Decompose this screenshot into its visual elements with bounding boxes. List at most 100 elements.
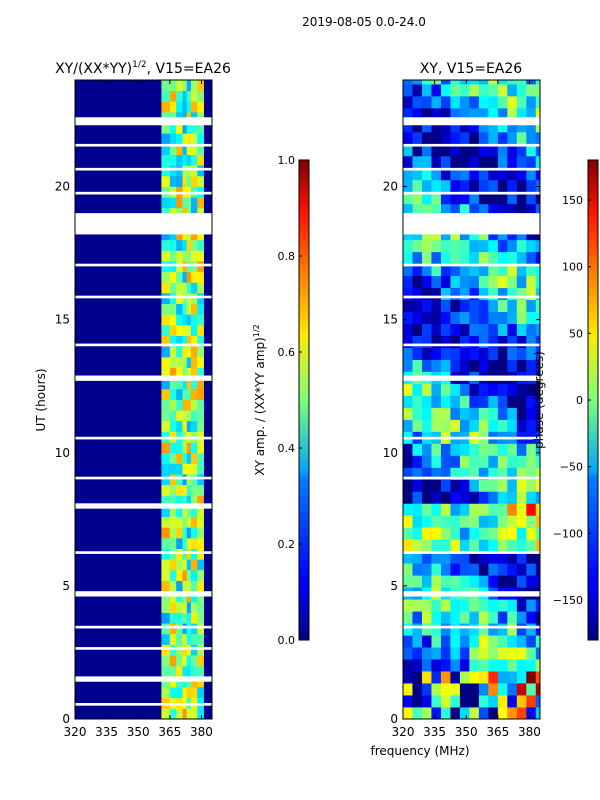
amplitude-cell	[197, 154, 204, 166]
phase-cell	[526, 203, 537, 217]
phase-cell	[421, 503, 432, 516]
amplitude-cell	[161, 165, 171, 177]
phase-cell	[478, 179, 489, 193]
amplitude-cell	[190, 569, 198, 581]
phase-cell	[535, 491, 540, 504]
amplitude-cell	[176, 271, 183, 283]
amplitude-cell	[176, 314, 183, 326]
amplitude-cell	[182, 687, 188, 699]
amplitude-cell	[169, 580, 177, 592]
amplitude-cell	[169, 495, 177, 507]
phase-cell	[450, 551, 461, 564]
phase-cell	[469, 527, 480, 540]
amplitude-cell	[186, 143, 192, 155]
phase-cell	[497, 275, 508, 289]
amplitude-cell	[182, 633, 188, 645]
amplitude-cell	[186, 474, 192, 486]
phase-cell	[478, 155, 489, 169]
phase-y-axis: 0 5 10 15 20	[383, 180, 540, 726]
phase-cell	[488, 323, 499, 336]
amplitude-cell	[197, 569, 204, 581]
amplitude-cell	[176, 612, 183, 624]
amplitude-cell	[169, 335, 177, 347]
phase-cell	[403, 203, 413, 217]
amplitude-cell	[161, 474, 171, 486]
phase-cell	[478, 491, 489, 504]
phase-cell	[516, 515, 527, 528]
amplitude-cell	[182, 133, 188, 145]
phase-cell	[526, 611, 537, 624]
phase-cell	[488, 95, 499, 109]
amplitude-x-tick-label: 380	[190, 725, 213, 739]
phase-cell	[421, 455, 432, 468]
amplitude-cell	[182, 708, 188, 719]
amplitude-cell	[190, 143, 198, 155]
phase-cell	[421, 95, 432, 109]
phase-cell	[516, 647, 527, 660]
phase-cell	[507, 527, 518, 540]
phase-cell	[497, 539, 508, 552]
phase-cell	[412, 323, 423, 336]
phase-blank-row	[403, 263, 540, 267]
amplitude-cell	[182, 239, 188, 251]
phase-blank-row	[403, 436, 540, 440]
phase-cell	[507, 347, 518, 360]
phase-cell	[478, 347, 489, 360]
amplitude-cell	[161, 708, 171, 719]
phase-cell	[440, 695, 451, 708]
phase-cell	[526, 239, 537, 253]
amplitude-cell	[197, 655, 204, 667]
phase-cell	[497, 491, 508, 504]
phase-cell	[535, 647, 540, 660]
amplitude-cell	[182, 197, 188, 209]
phase-cell	[459, 635, 470, 648]
phase-cell	[450, 623, 461, 636]
amplitude-cell	[176, 452, 183, 464]
amplitude-cell	[169, 591, 177, 603]
phase-cell	[450, 407, 461, 420]
phase-cell	[535, 395, 540, 408]
amplitude-cell	[186, 261, 192, 273]
phase-cell	[478, 203, 489, 217]
amplitude-cell	[182, 122, 188, 134]
amplitude-cell	[176, 687, 183, 699]
phase-cell	[488, 359, 499, 372]
amplitude-cell	[182, 665, 188, 677]
phase-cell	[535, 671, 540, 684]
phase-cell	[478, 251, 489, 265]
phase-cell	[431, 131, 442, 145]
phase-cell	[507, 647, 518, 660]
amplitude-cell	[197, 612, 204, 624]
amplitude-cell	[169, 623, 177, 635]
phase-cell	[450, 491, 461, 504]
phase-cell	[450, 80, 461, 85]
phase-cell	[412, 647, 423, 660]
amplitude-cell	[186, 495, 192, 507]
amplitude-cell	[161, 644, 171, 656]
amplitude-cell	[169, 506, 177, 518]
phase-cell	[526, 515, 537, 528]
phase-cell	[440, 155, 451, 169]
amplitude-cell	[197, 506, 204, 518]
phase-cell	[535, 347, 540, 360]
amplitude-cell	[176, 388, 183, 400]
phase-cell	[431, 659, 442, 672]
phase-cell	[488, 347, 499, 360]
amplitude-cell	[190, 463, 198, 475]
amplitude-cell	[186, 101, 192, 113]
phase-cell	[535, 95, 540, 109]
phase-cell	[421, 299, 432, 313]
amplitude-cell	[197, 601, 204, 613]
phase-cell	[507, 323, 518, 336]
amplitude-cell	[186, 356, 192, 368]
amplitude-cell	[190, 90, 198, 102]
phase-cell	[431, 251, 442, 265]
phase-cell	[440, 335, 451, 348]
phase-cell	[497, 503, 508, 516]
phase-cell	[497, 683, 508, 696]
phase-cell	[403, 563, 413, 576]
amplitude-cell	[169, 293, 177, 305]
phase-cell	[488, 239, 499, 253]
amplitude-cell	[169, 80, 177, 92]
phase-cell	[526, 155, 537, 169]
